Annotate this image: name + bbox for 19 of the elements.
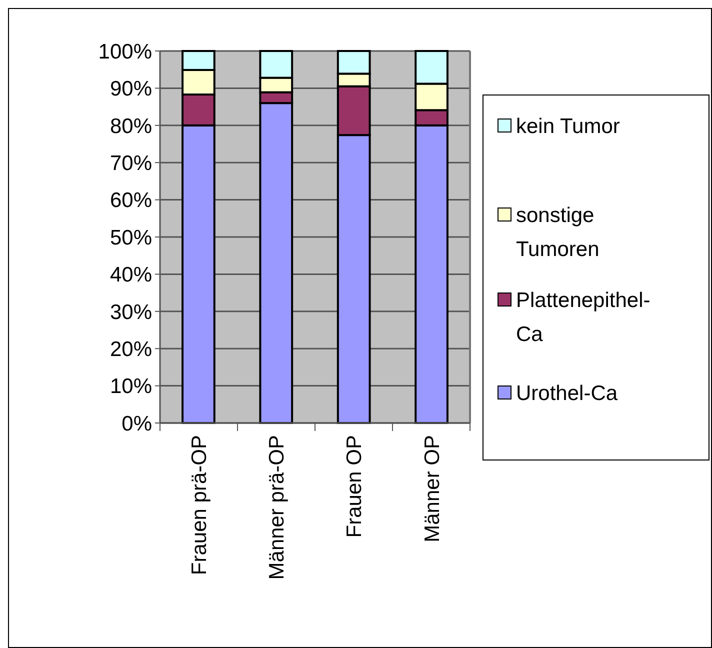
y-tick-label: 90%: [110, 78, 152, 101]
legend-label: kein Tumor: [516, 115, 620, 138]
legend-label: sonstige Tumoren: [516, 204, 600, 261]
y-tick-label: 0%: [122, 412, 152, 436]
legend-label: Plattenepithel-Ca: [516, 289, 650, 346]
y-tick-label: 10%: [110, 375, 152, 398]
x-tick-label: Männer OP: [420, 435, 444, 542]
y-tick-label: 100%: [98, 40, 152, 64]
y-tick-label: 20%: [110, 338, 152, 361]
y-tick-label: 30%: [110, 300, 152, 324]
x-tick-label: Frauen OP: [343, 435, 366, 538]
y-tick-label: 70%: [110, 152, 152, 175]
y-tick-label: 50%: [110, 226, 152, 250]
legend-label: Urothel-Ca: [516, 382, 618, 405]
y-tick-label: 80%: [110, 114, 152, 138]
x-tick-label: Männer prä-OP: [266, 435, 289, 580]
x-tick-label: Frauen prä-OP: [188, 435, 211, 576]
y-tick-label: 40%: [110, 264, 152, 287]
y-tick-label: 60%: [110, 189, 152, 212]
